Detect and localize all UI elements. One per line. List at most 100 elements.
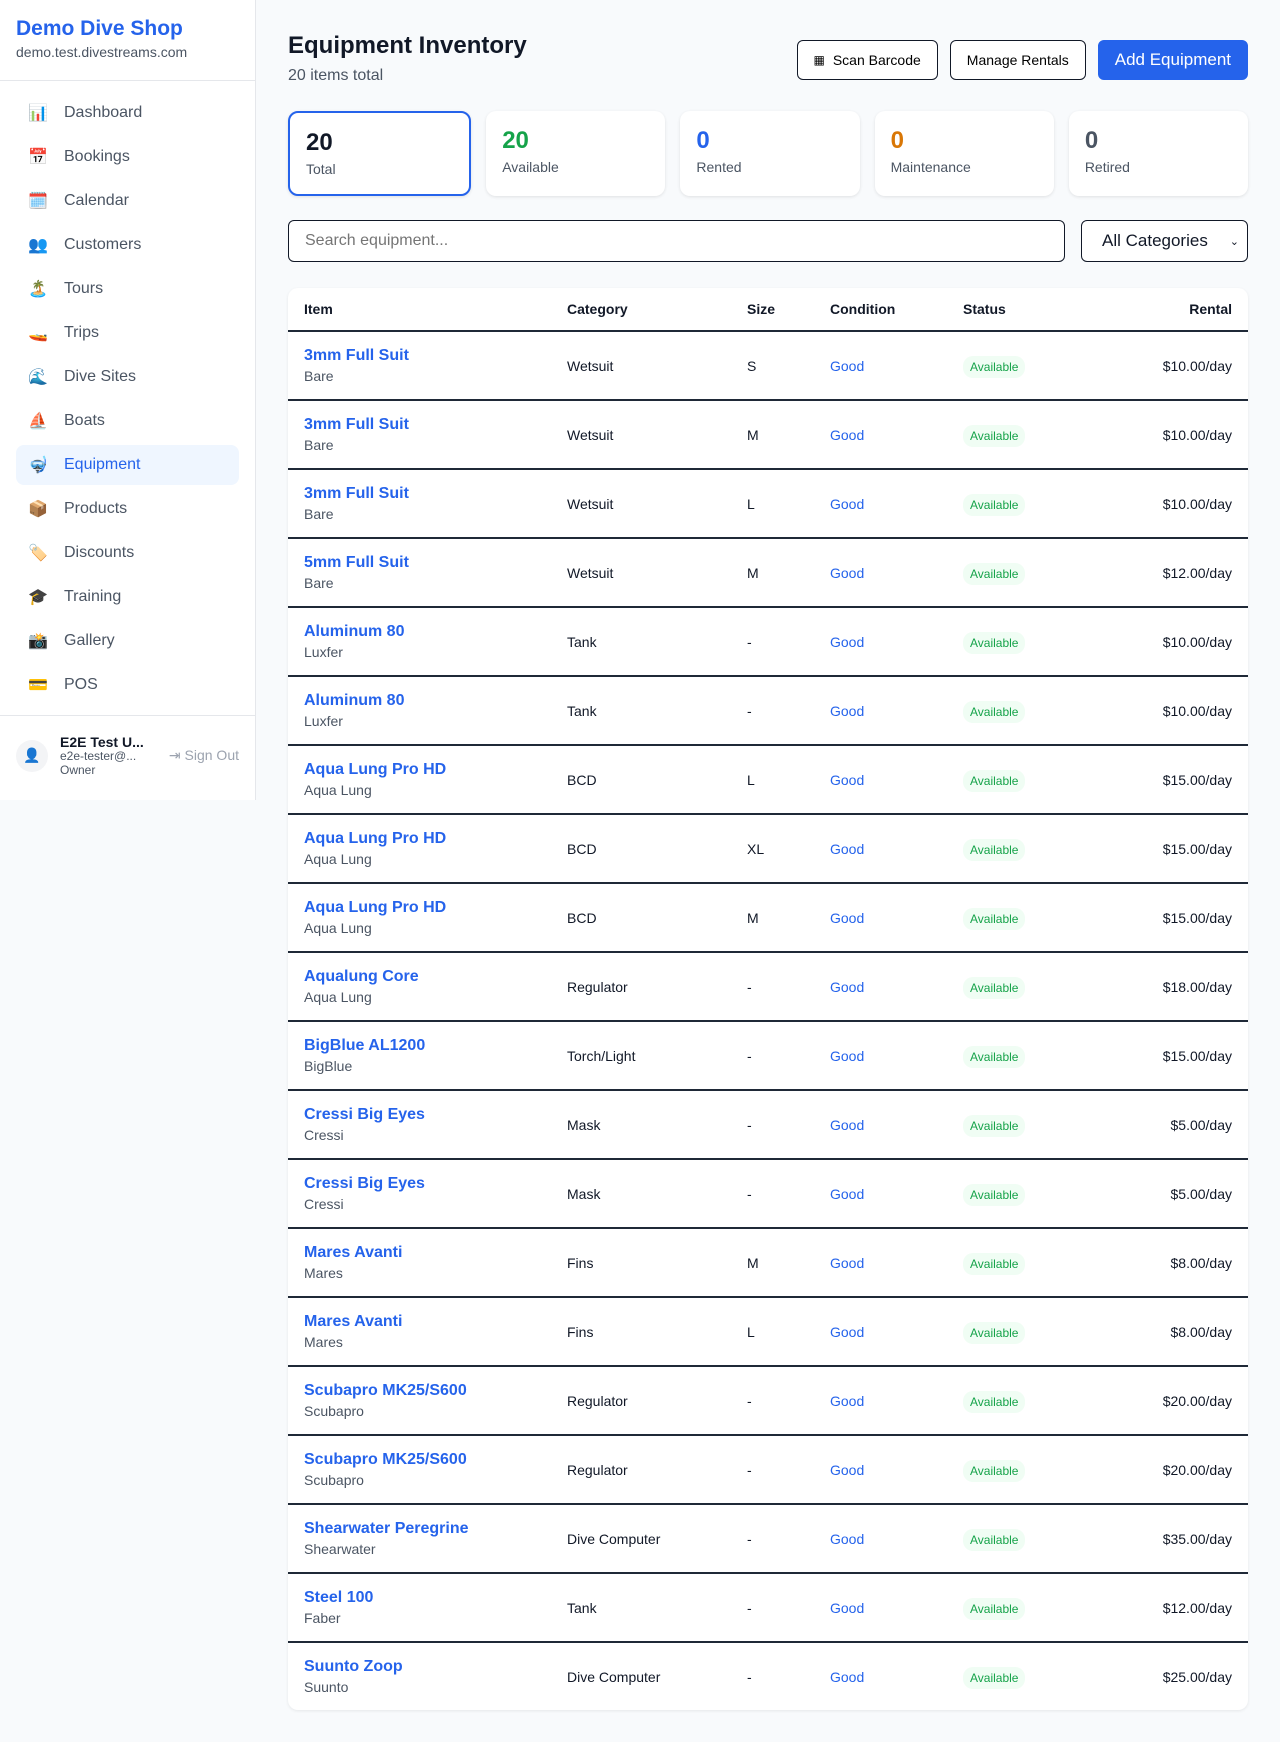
table-row[interactable]: 3mm Full Suit Bare Wetsuit M Good Availab… (288, 399, 1248, 468)
item-name-link[interactable]: 3mm Full Suit (304, 485, 409, 502)
item-name-link[interactable]: Mares Avanti (304, 1313, 403, 1330)
table-row[interactable]: Aluminum 80 Luxfer Tank - Good Available … (288, 606, 1248, 675)
table-row[interactable]: Aqua Lung Pro HD Aqua Lung BCD M Good Ava… (288, 882, 1248, 951)
item-name-link[interactable]: Shearwater Peregrine (304, 1520, 469, 1537)
sidebar-item-label: Training (64, 588, 122, 605)
item-brand: Luxfer (304, 644, 343, 660)
table-row[interactable]: Steel 100 Faber Tank - Good Available $12… (288, 1572, 1248, 1641)
table-row[interactable]: Aqua Lung Pro HD Aqua Lung BCD XL Good Av… (288, 813, 1248, 882)
gallery-icon: 📸 (28, 633, 48, 650)
item-name-link[interactable]: Aluminum 80 (304, 692, 405, 709)
table-row[interactable]: Shearwater Peregrine Shearwater Dive Comp… (288, 1503, 1248, 1572)
item-name-link[interactable]: Mares Avanti (304, 1244, 403, 1261)
sidebar-item-products[interactable]: 📦 Products (16, 489, 239, 529)
item-condition: Good (830, 1323, 865, 1340)
item-brand: Scubapro (304, 1403, 364, 1419)
discounts-icon: 🏷️ (28, 545, 48, 562)
item-name-link[interactable]: Cressi Big Eyes (304, 1175, 425, 1192)
add-equipment-button[interactable]: Add Equipment (1097, 40, 1248, 80)
table-row[interactable]: Aqua Lung Pro HD Aqua Lung BCD L Good Ava… (288, 744, 1248, 813)
item-category: BCD (567, 771, 597, 788)
sign-out-button[interactable]: ⇥ Sign Out (169, 747, 239, 764)
stat-card-available[interactable]: 20 Available (486, 111, 666, 196)
dashboard-icon: 📊 (28, 105, 48, 122)
stat-card-total[interactable]: 20 Total (288, 111, 472, 196)
tours-icon: 🏝️ (28, 281, 48, 298)
item-name-link[interactable]: BigBlue AL1200 (304, 1037, 426, 1054)
status-badge: Available (963, 1252, 1026, 1275)
item-rental-price: $10.00/day (1162, 426, 1232, 443)
item-name-link[interactable]: Aqua Lung Pro HD (304, 761, 447, 778)
sidebar-item-bookings[interactable]: 📅 Bookings (16, 137, 239, 177)
item-name-link[interactable]: Aluminum 80 (304, 623, 405, 640)
item-condition: Good (830, 1530, 865, 1547)
sidebar-item-pos[interactable]: 💳 POS (16, 665, 239, 705)
table-row[interactable]: 5mm Full Suit Bare Wetsuit M Good Availab… (288, 537, 1248, 606)
table-row[interactable]: Suunto Zoop Suunto Dive Computer - Good A… (288, 1641, 1248, 1710)
table-row[interactable]: Scubapro MK25/S600 Scubapro Regulator - G… (288, 1434, 1248, 1503)
table-row[interactable]: 3mm Full Suit Bare Wetsuit S Good Availab… (288, 330, 1248, 399)
status-badge: Available (963, 700, 1026, 723)
status-badge: Available (963, 1183, 1026, 1206)
item-name-link[interactable]: 5mm Full Suit (304, 554, 409, 571)
status-badge: Available (963, 1528, 1026, 1551)
table-row[interactable]: Aqualung Core Aqua Lung Regulator - Good … (288, 951, 1248, 1020)
status-badge: Available (963, 631, 1026, 654)
item-brand: Cressi (304, 1196, 344, 1212)
item-rental-price: $15.00/day (1162, 909, 1232, 926)
sidebar-item-dive-sites[interactable]: 🌊 Dive Sites (16, 357, 239, 397)
table-row[interactable]: BigBlue AL1200 BigBlue Torch/Light - Good… (288, 1020, 1248, 1089)
sidebar-item-boats[interactable]: ⛵ Boats (16, 401, 239, 441)
stat-value: 20 (502, 127, 529, 154)
item-category: Wetsuit (567, 495, 614, 512)
sidebar-item-discounts[interactable]: 🏷️ Discounts (16, 533, 239, 573)
item-category: Fins (567, 1323, 594, 1340)
table-row[interactable]: Scubapro MK25/S600 Scubapro Regulator - G… (288, 1365, 1248, 1434)
table-row[interactable]: Cressi Big Eyes Cressi Mask - Good Availa… (288, 1089, 1248, 1158)
item-name-link[interactable]: Aqua Lung Pro HD (304, 899, 447, 916)
item-condition: Good (830, 1116, 865, 1133)
item-name-link[interactable]: Aqualung Core (304, 968, 419, 985)
sidebar-item-equipment[interactable]: 🤿 Equipment (16, 445, 239, 485)
sidebar-item-gallery[interactable]: 📸 Gallery (16, 621, 239, 661)
col-category: Category (567, 301, 628, 317)
table-row[interactable]: Mares Avanti Mares Fins M Good Available … (288, 1227, 1248, 1296)
item-name-link[interactable]: Aqua Lung Pro HD (304, 830, 447, 847)
table-row[interactable]: 3mm Full Suit Bare Wetsuit L Good Availab… (288, 468, 1248, 537)
stat-label: Total (306, 161, 336, 177)
stat-card-retired[interactable]: 0 Retired (1068, 111, 1249, 196)
stats-row: 20 Total 20 Available 0 Rented 0 Maintenance 0 Re… (288, 111, 1249, 196)
shop-name[interactable]: Demo Dive Shop (16, 17, 183, 40)
sidebar-item-dashboard[interactable]: 📊 Dashboard (16, 93, 239, 133)
search-input[interactable] (288, 220, 1065, 262)
customers-icon: 👥 (28, 237, 48, 254)
item-name-link[interactable]: 3mm Full Suit (304, 416, 409, 433)
sidebar-item-trips[interactable]: 🚤 Trips (16, 313, 239, 353)
sidebar-item-calendar[interactable]: 🗓️ Calendar (16, 181, 239, 221)
table-row[interactable]: Cressi Big Eyes Cressi Mask - Good Availa… (288, 1158, 1248, 1227)
manage-rentals-button[interactable]: Manage Rentals (949, 40, 1086, 80)
sidebar-item-label: Calendar (64, 192, 129, 209)
item-category: Mask (567, 1185, 601, 1202)
item-name-link[interactable]: Steel 100 (304, 1589, 374, 1606)
item-name-link[interactable]: Scubapro MK25/S600 (304, 1451, 467, 1468)
item-name-link[interactable]: Cressi Big Eyes (304, 1106, 425, 1123)
equipment-icon: 🤿 (28, 457, 48, 474)
trips-icon: 🚤 (28, 325, 48, 342)
item-name-link[interactable]: 3mm Full Suit (304, 347, 409, 364)
table-row[interactable]: Aluminum 80 Luxfer Tank - Good Available … (288, 675, 1248, 744)
item-size: M (747, 1254, 759, 1271)
item-name-link[interactable]: Scubapro MK25/S600 (304, 1382, 467, 1399)
sidebar-item-training[interactable]: 🎓 Training (16, 577, 239, 617)
category-select[interactable]: All Categories ⌄ (1081, 220, 1248, 262)
table-row[interactable]: Mares Avanti Mares Fins L Good Available … (288, 1296, 1248, 1365)
scan-barcode-button[interactable]: ▦ Scan Barcode (796, 40, 938, 80)
item-brand: Aqua Lung (304, 851, 372, 867)
sidebar-item-tours[interactable]: 🏝️ Tours (16, 269, 239, 309)
item-rental-price: $12.00/day (1162, 564, 1232, 581)
stat-card-rented[interactable]: 0 Rented (680, 111, 860, 196)
stat-card-maintenance[interactable]: 0 Maintenance (874, 111, 1054, 196)
item-name-link[interactable]: Suunto Zoop (304, 1658, 403, 1675)
training-icon: 🎓 (28, 589, 48, 606)
sidebar-item-customers[interactable]: 👥 Customers (16, 225, 239, 265)
